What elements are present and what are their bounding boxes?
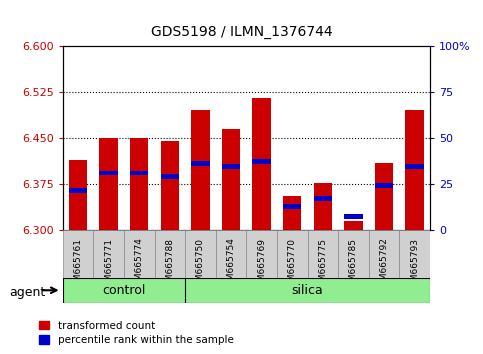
Text: GSM665785: GSM665785	[349, 238, 358, 292]
Bar	[283, 196, 301, 230]
Bar	[375, 183, 393, 188]
Bar	[161, 174, 179, 178]
Text: agent: agent	[10, 286, 46, 298]
Bar	[405, 165, 424, 169]
Bar	[191, 110, 210, 230]
Text: GDS5198 / ILMN_1376744: GDS5198 / ILMN_1376744	[151, 25, 332, 39]
Text: GSM665769: GSM665769	[257, 238, 266, 292]
Bar	[69, 188, 87, 193]
Text: GSM665792: GSM665792	[380, 238, 388, 292]
Text: GSM665793: GSM665793	[410, 238, 419, 292]
Legend: transformed count, percentile rank within the sample: transformed count, percentile rank withi…	[39, 321, 234, 345]
Text: GSM665754: GSM665754	[227, 238, 236, 292]
Bar	[191, 161, 210, 166]
FancyBboxPatch shape	[369, 230, 399, 280]
Text: GSM665761: GSM665761	[73, 238, 83, 292]
FancyBboxPatch shape	[308, 230, 338, 280]
FancyBboxPatch shape	[246, 230, 277, 280]
FancyBboxPatch shape	[399, 230, 430, 280]
Text: GSM665770: GSM665770	[288, 238, 297, 292]
Text: GSM665774: GSM665774	[135, 238, 144, 292]
FancyBboxPatch shape	[63, 230, 93, 280]
FancyBboxPatch shape	[124, 230, 155, 280]
Bar	[161, 141, 179, 230]
Bar	[283, 204, 301, 209]
FancyBboxPatch shape	[277, 230, 308, 280]
FancyBboxPatch shape	[185, 230, 216, 280]
Bar	[130, 171, 148, 176]
Text: GSM665775: GSM665775	[318, 238, 327, 292]
Bar	[99, 171, 118, 176]
Bar	[405, 110, 424, 230]
Text: control: control	[102, 284, 146, 297]
FancyBboxPatch shape	[63, 278, 430, 303]
Bar	[99, 138, 118, 230]
Bar	[313, 183, 332, 230]
Bar	[344, 214, 363, 219]
Bar	[222, 165, 240, 169]
Text: GSM665771: GSM665771	[104, 238, 113, 292]
Bar	[313, 196, 332, 201]
Bar	[69, 160, 87, 230]
Bar	[222, 129, 240, 230]
Text: silica: silica	[292, 284, 324, 297]
FancyBboxPatch shape	[216, 230, 246, 280]
FancyBboxPatch shape	[155, 230, 185, 280]
FancyBboxPatch shape	[338, 230, 369, 280]
FancyBboxPatch shape	[93, 230, 124, 280]
Bar	[375, 162, 393, 230]
Bar	[253, 159, 271, 164]
Bar	[130, 138, 148, 230]
Bar	[253, 98, 271, 230]
Text: GSM665788: GSM665788	[165, 238, 174, 292]
Text: GSM665750: GSM665750	[196, 238, 205, 292]
Bar	[344, 221, 363, 230]
